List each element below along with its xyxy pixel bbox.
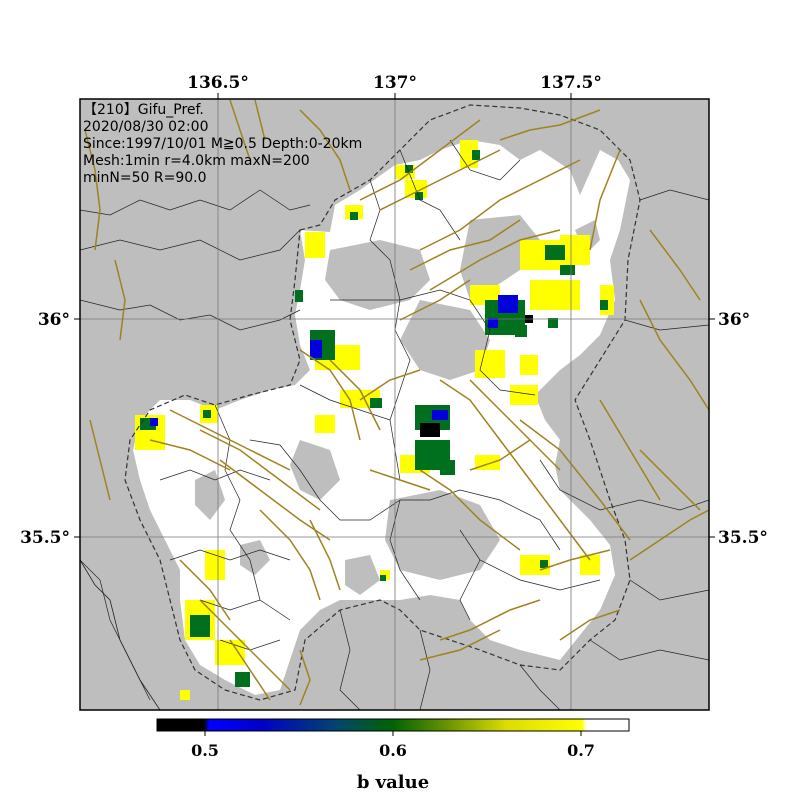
lat-tick-label-right: 35.5° — [718, 528, 768, 548]
lat-tick-label-right: 36° — [718, 310, 750, 330]
blue-cells — [150, 295, 518, 426]
colorbar-tick-label: 0.7 — [567, 741, 595, 760]
info-line: Since:1997/10/01 M≧0.5 Depth:0-20km — [83, 136, 362, 152]
info-block: 【210】Gifu_Pref. 2020/08/30 02:00 Since:1… — [83, 102, 362, 186]
lon-tick-label: 137.5° — [540, 73, 602, 93]
municipal-boundaries — [80, 139, 709, 710]
info-line: minN=50 R=90.0 — [83, 170, 207, 186]
colorbar-tick-label: 0.5 — [191, 741, 219, 760]
lat-tick-label-left: 35.5° — [20, 528, 70, 548]
colorbar — [156, 718, 630, 732]
lon-tick-label: 136.5° — [187, 73, 249, 93]
lat-tick-label-left: 36° — [38, 310, 70, 330]
active-faults — [84, 99, 709, 706]
info-line: 2020/08/30 02:00 — [83, 119, 209, 135]
colorbar-tick-label: 0.6 — [379, 741, 407, 760]
graticule — [80, 99, 709, 710]
lon-tick-label: 137° — [373, 73, 417, 93]
info-line: Mesh:1min r=4.0km maxN=200 — [83, 153, 310, 169]
colorbar-title: b value — [357, 772, 429, 793]
info-line: 【210】Gifu_Pref. — [83, 102, 204, 118]
coastline — [80, 559, 161, 710]
